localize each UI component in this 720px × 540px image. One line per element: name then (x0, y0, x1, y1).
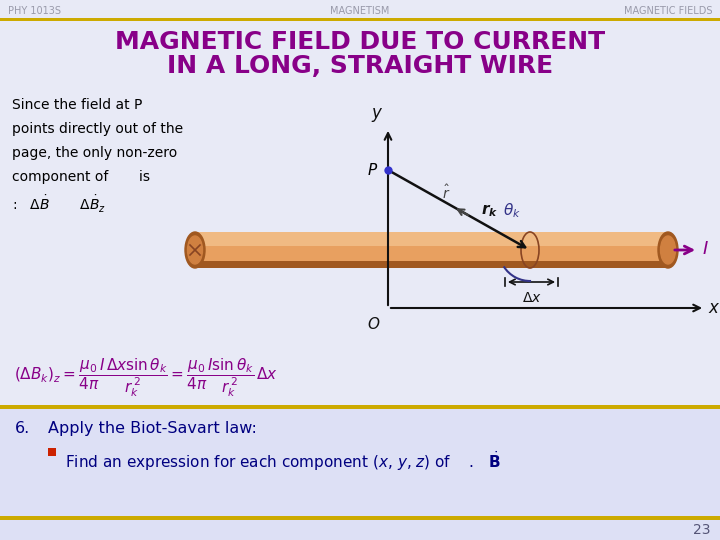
Text: $I$: $I$ (702, 240, 708, 258)
Text: points directly out of the: points directly out of the (12, 122, 183, 136)
Text: MAGNETIC FIELDS: MAGNETIC FIELDS (624, 6, 712, 16)
Text: PHY 1013S: PHY 1013S (8, 6, 61, 16)
Bar (0, 405, 720, 409)
Text: $\hat{r}$: $\hat{r}$ (442, 184, 450, 202)
Bar (0, 516, 720, 520)
Bar (0, 520, 720, 540)
Bar (0, 18, 720, 21)
Text: MAGNETIC FIELD DUE TO CURRENT: MAGNETIC FIELD DUE TO CURRENT (115, 30, 605, 54)
Text: $\left(\Delta B_k\right)_z = \dfrac{\mu_0}{4\pi}\dfrac{I\,\Delta x\sin\theta_k}{: $\left(\Delta B_k\right)_z = \dfrac{\mu_… (14, 356, 278, 399)
Text: 6.: 6. (15, 421, 30, 436)
Text: :   $\Delta\dot{B}$       $\Delta\dot{B}_z$: : $\Delta\dot{B}$ $\Delta\dot{B}_z$ (12, 194, 107, 215)
Ellipse shape (187, 236, 202, 264)
Text: IN A LONG, STRAIGHT WIRE: IN A LONG, STRAIGHT WIRE (167, 54, 553, 78)
Text: 23: 23 (693, 523, 710, 537)
Ellipse shape (185, 232, 205, 268)
Text: $x$: $x$ (708, 299, 720, 317)
Text: $P$: $P$ (366, 162, 378, 178)
Ellipse shape (660, 236, 675, 264)
Ellipse shape (658, 232, 678, 268)
Text: Since the field at P: Since the field at P (12, 98, 143, 112)
Text: $O$: $O$ (366, 316, 380, 332)
Text: $\Delta x$: $\Delta x$ (521, 291, 541, 305)
Bar (195, 237, 668, 268)
Text: $y$: $y$ (371, 106, 383, 124)
Text: component of       is: component of is (12, 170, 150, 184)
Text: Apply the Biot-Savart law:: Apply the Biot-Savart law: (48, 421, 257, 436)
Text: $\bfit{r}_k$: $\bfit{r}_k$ (481, 202, 498, 219)
Bar (195, 232, 668, 246)
Text: Find an expression for each component ($x$, $y$, $z$) of    .   $\dot{\mathbf{B}: Find an expression for each component ($… (65, 449, 500, 473)
Text: $\theta_k$: $\theta_k$ (503, 201, 521, 220)
Text: MAGNETISM: MAGNETISM (330, 6, 390, 16)
Text: page, the only non-zero: page, the only non-zero (12, 146, 177, 160)
Bar (195, 232, 668, 261)
Bar (0, 409, 720, 517)
